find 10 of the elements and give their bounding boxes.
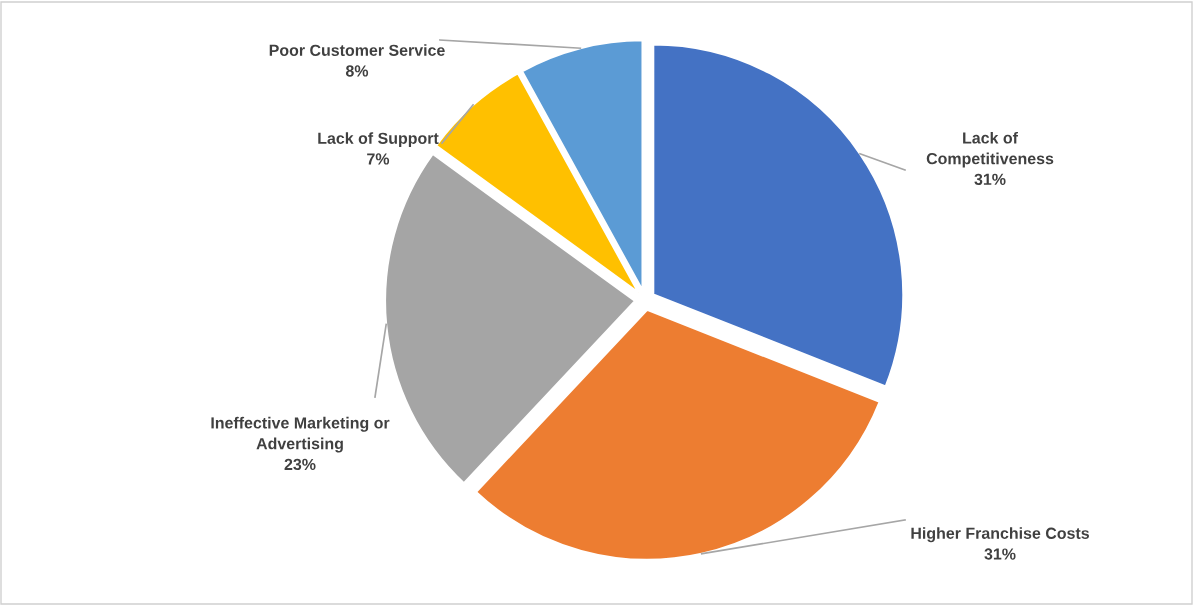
slice-label: Poor Customer Service [269,44,445,56]
data-label: 31% [974,173,1006,185]
data-label: 7% [367,153,390,165]
data-label: 31% [984,548,1016,560]
data-label: 23% [284,458,316,471]
slice-label: Higher Franchise Costs [911,527,1089,543]
slice-label: Lack of Support [318,132,439,148]
slice-label: Lack of Competitiveness [926,131,1054,168]
data-label: 8% [345,65,369,77]
slice-label: Ineffective Marketing or Advertising [211,416,390,453]
